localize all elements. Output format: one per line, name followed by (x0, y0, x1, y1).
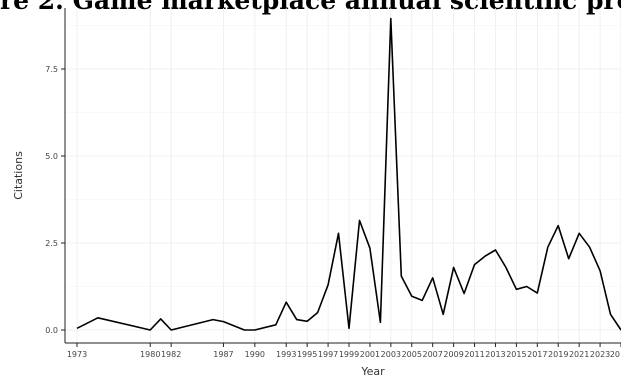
x-tick-label: 1997 (318, 350, 338, 359)
y-tick-label: 5.0 (45, 152, 58, 161)
x-tick-label: 2015 (506, 350, 526, 359)
x-axis-label: Year (360, 365, 385, 378)
x-tick-label: 1995 (297, 350, 317, 359)
x-tick-label: 2005 (402, 350, 422, 359)
series-lines (76, 17, 621, 331)
x-tick-label: 2003 (381, 350, 401, 359)
x-tick-label: 20 (610, 350, 620, 359)
x-tick-label: 1999 (339, 350, 359, 359)
x-tick-label: 1973 (67, 350, 87, 359)
x-tick-label: 2007 (423, 350, 443, 359)
x-tick-label: 2023 (590, 350, 610, 359)
x-tick-label: 1980 (140, 350, 160, 359)
y-tick-label: 2.5 (45, 239, 58, 248)
x-tick-label: 2001 (360, 350, 380, 359)
x-tick-label: 1982 (161, 350, 181, 359)
x-tick-label: 2017 (527, 350, 547, 359)
series-line (76, 17, 621, 331)
x-tick-label: 2013 (485, 350, 505, 359)
x-tick-label: 1990 (245, 350, 265, 359)
chart-title: re 2. Game marketplace annual scientific… (0, 0, 621, 15)
y-axis-label: Citations (12, 151, 25, 200)
tick-labels: 0.0 2.5 5.0 7.5 1973 1980 1982 1987 1990 1993 1995… (45, 65, 620, 359)
x-tick-label: 2011 (464, 350, 484, 359)
x-tick-label: 2019 (548, 350, 568, 359)
grid-lines (65, 8, 621, 343)
y-tick-label: 0.0 (45, 326, 58, 335)
axes (61, 8, 621, 347)
x-tick-label: 1987 (213, 350, 233, 359)
x-tick-label: 2021 (569, 350, 589, 359)
x-tick-label: 1993 (276, 350, 296, 359)
x-tick-label: 2009 (443, 350, 463, 359)
y-tick-label: 7.5 (45, 65, 58, 74)
